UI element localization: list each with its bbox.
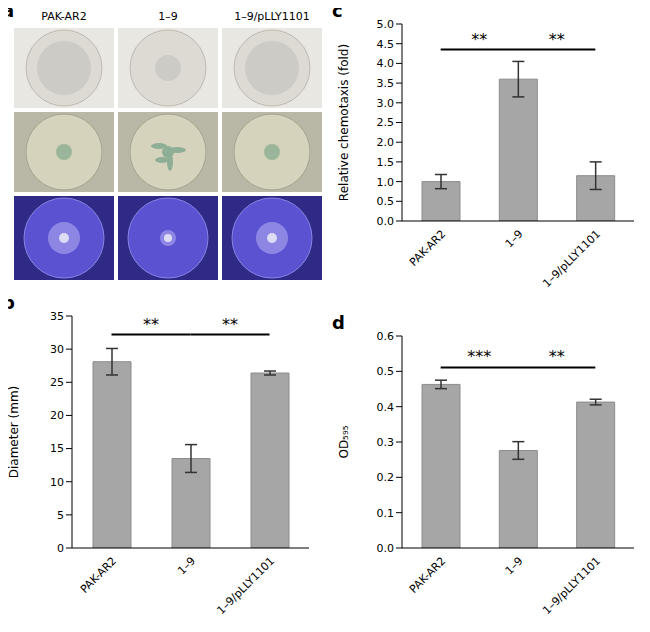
svg-text:4.5: 4.5 xyxy=(377,38,395,51)
svg-text:0.1: 0.1 xyxy=(377,507,395,520)
svg-text:0.6: 0.6 xyxy=(377,330,395,343)
svg-text:1–9: 1–9 xyxy=(158,10,178,23)
svg-text:20: 20 xyxy=(50,409,64,422)
svg-text:1–9/pLLY1101: 1–9/pLLY1101 xyxy=(234,10,310,23)
svg-text:0.3: 0.3 xyxy=(377,436,395,449)
svg-text:**: ** xyxy=(222,315,238,334)
svg-text:5: 5 xyxy=(57,509,64,522)
svg-text:0.5: 0.5 xyxy=(377,195,395,208)
svg-text:3.5: 3.5 xyxy=(377,77,395,90)
svg-text:0.2: 0.2 xyxy=(377,471,395,484)
svg-text:PAK-AR2: PAK-AR2 xyxy=(78,554,119,595)
svg-text:PAK-AR2: PAK-AR2 xyxy=(407,554,448,595)
svg-text:1.0: 1.0 xyxy=(377,176,395,189)
svg-text:1–9/pLLY1101: 1–9/pLLY1101 xyxy=(540,554,603,617)
svg-text:**: ** xyxy=(549,347,565,366)
svg-text:15: 15 xyxy=(50,442,64,455)
svg-text:***: *** xyxy=(467,347,491,366)
svg-text:0: 0 xyxy=(57,542,64,555)
svg-text:0.4: 0.4 xyxy=(377,401,395,414)
html-text:d: d xyxy=(332,312,345,333)
svg-text:1–9/pLLY1101: 1–9/pLLY1101 xyxy=(214,554,277,617)
svg-text:OD₅₉₅: OD₅₉₅ xyxy=(337,425,351,458)
svg-text:0.0: 0.0 xyxy=(377,542,395,555)
svg-text:1.5: 1.5 xyxy=(377,156,395,169)
svg-text:PAK-AR2: PAK-AR2 xyxy=(41,10,86,23)
svg-text:3.0: 3.0 xyxy=(377,97,395,110)
svg-text:**: ** xyxy=(143,315,159,334)
svg-text:1–9/pLLY1101: 1–9/pLLY1101 xyxy=(540,227,603,290)
svg-text:4.0: 4.0 xyxy=(377,57,395,70)
svg-text:35: 35 xyxy=(50,310,64,323)
svg-text:1–9: 1–9 xyxy=(175,554,198,577)
svg-text:**: ** xyxy=(549,30,565,49)
svg-text:PAK-AR2: PAK-AR2 xyxy=(407,227,448,268)
svg-text:30: 30 xyxy=(50,343,64,356)
svg-text:1–9: 1–9 xyxy=(503,227,526,250)
svg-text:0.0: 0.0 xyxy=(377,215,395,228)
svg-text:Diameter (mm): Diameter (mm) xyxy=(8,386,21,479)
svg-text:25: 25 xyxy=(50,376,64,389)
svg-text:2.5: 2.5 xyxy=(377,116,395,129)
svg-text:Relative chemotaxis (fold): Relative chemotaxis (fold) xyxy=(337,44,351,201)
svg-text:1–9: 1–9 xyxy=(503,554,526,577)
svg-text:10: 10 xyxy=(50,476,64,489)
html-text:a: a xyxy=(2,0,15,21)
svg-text:2.0: 2.0 xyxy=(377,136,395,149)
html-text:b: b xyxy=(2,292,15,313)
svg-text:**: ** xyxy=(471,30,487,49)
html-text:c: c xyxy=(332,0,343,21)
svg-text:0.5: 0.5 xyxy=(377,365,395,378)
svg-text:5.0: 5.0 xyxy=(377,18,395,31)
